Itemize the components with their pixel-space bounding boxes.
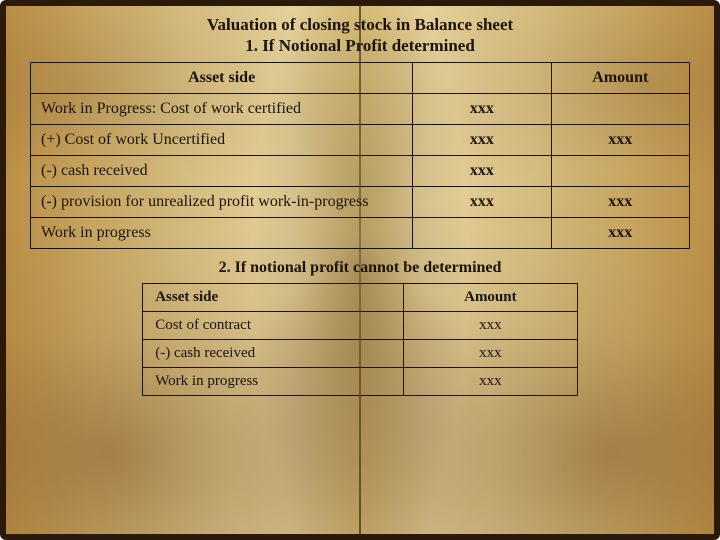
- open-book-background: Valuation of closing stock in Balance sh…: [0, 0, 720, 540]
- row-amt1: xxx: [413, 125, 551, 156]
- table-row: Work in progress xxx: [143, 368, 578, 396]
- table-row: (-) cash received xxx: [31, 156, 690, 187]
- row-desc: (-) cash received: [143, 340, 404, 368]
- table-row: Work in progress xxx: [31, 218, 690, 249]
- row-amt2: xxx: [551, 125, 689, 156]
- row-amt: xxx: [403, 340, 577, 368]
- table2-header-asset: Asset side: [143, 284, 404, 312]
- row-amt: xxx: [403, 312, 577, 340]
- table1-header-blank: [413, 63, 551, 94]
- page-content: Valuation of closing stock in Balance sh…: [30, 14, 690, 396]
- row-amt1: xxx: [413, 94, 551, 125]
- table-row: Work in Progress: Cost of work certified…: [31, 94, 690, 125]
- row-amt2: [551, 156, 689, 187]
- row-amt1: xxx: [413, 156, 551, 187]
- balance-sheet-table-2: Asset side Amount Cost of contract xxx (…: [142, 283, 578, 396]
- row-amt2: xxx: [551, 187, 689, 218]
- table1-header-amount: Amount: [551, 63, 689, 94]
- row-desc: Work in progress: [143, 368, 404, 396]
- table-row: (+) Cost of work Uncertified xxx xxx: [31, 125, 690, 156]
- row-desc: Work in progress: [31, 218, 413, 249]
- table-row: (-) provision for unrealized profit work…: [31, 187, 690, 218]
- row-amt1: xxx: [413, 187, 551, 218]
- main-title: Valuation of closing stock in Balance sh…: [30, 14, 690, 36]
- table2-header-amount: Amount: [403, 284, 577, 312]
- table-row: (-) cash received xxx: [143, 340, 578, 368]
- balance-sheet-table-1: Asset side Amount Work in Progress: Cost…: [30, 62, 690, 249]
- row-amt: xxx: [403, 368, 577, 396]
- table1-header-asset: Asset side: [31, 63, 413, 94]
- section2-heading: 2. If notional profit cannot be determin…: [30, 259, 690, 277]
- row-desc: Work in Progress: Cost of work certified: [31, 94, 413, 125]
- row-desc: Cost of contract: [143, 312, 404, 340]
- section1-heading: 1. If Notional Profit determined: [30, 36, 690, 56]
- row-desc: (+) Cost of work Uncertified: [31, 125, 413, 156]
- table-row: Cost of contract xxx: [143, 312, 578, 340]
- row-desc: (-) provision for unrealized profit work…: [31, 187, 413, 218]
- row-desc: (-) cash received: [31, 156, 413, 187]
- row-amt2: [551, 94, 689, 125]
- row-amt1: [413, 218, 551, 249]
- row-amt2: xxx: [551, 218, 689, 249]
